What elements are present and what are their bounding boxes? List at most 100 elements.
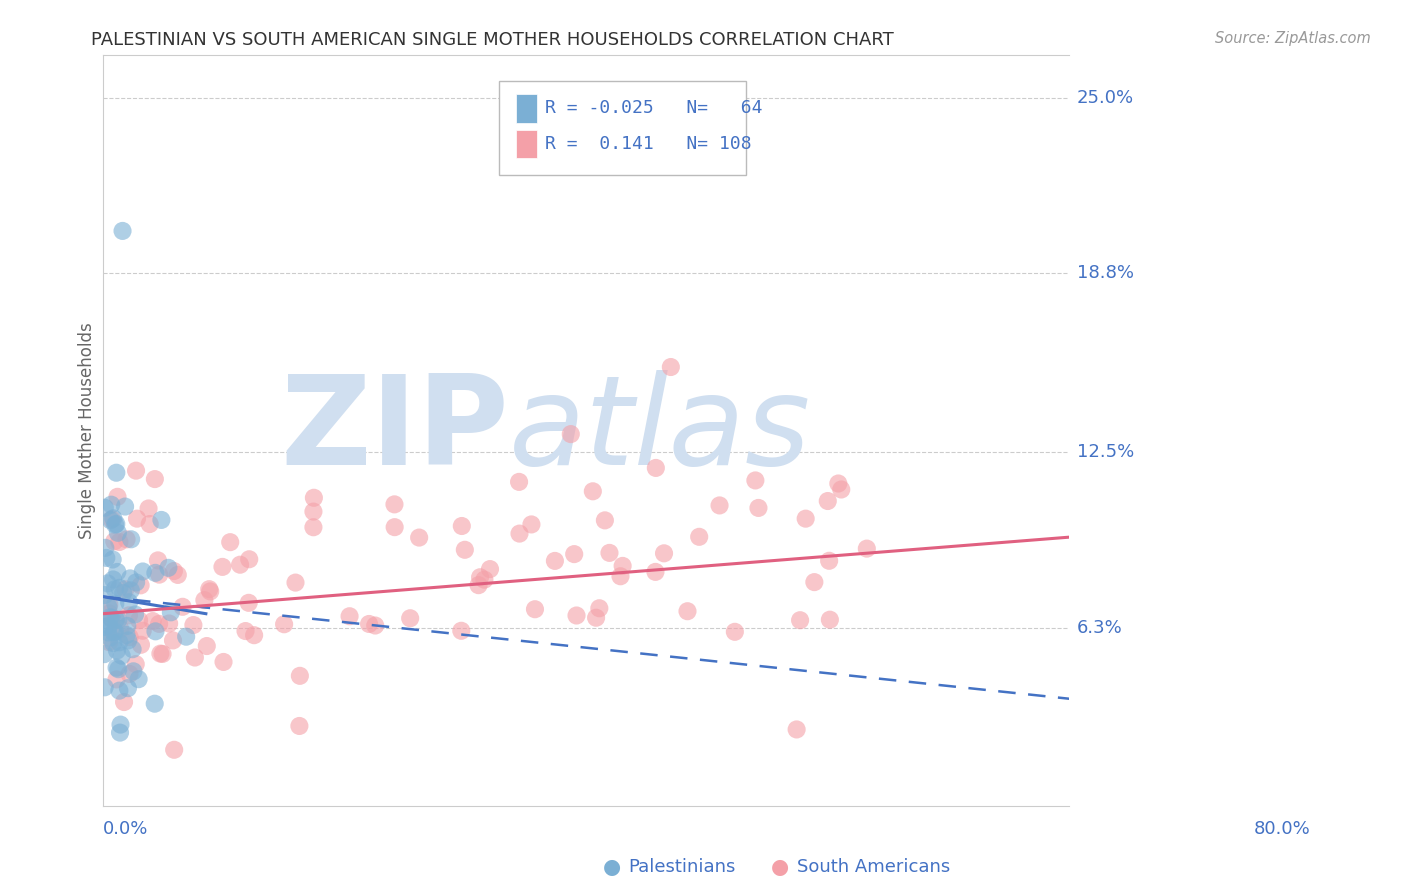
Point <box>96 550 118 565</box>
Point <box>97 599 120 614</box>
Point <box>339 609 361 624</box>
Point <box>157 616 180 631</box>
Text: ●: ● <box>772 857 789 877</box>
Point <box>118 595 141 609</box>
Point <box>384 520 406 534</box>
Point <box>166 568 188 582</box>
Point <box>302 505 325 519</box>
Point <box>786 723 808 737</box>
Point <box>827 476 849 491</box>
Text: 80.0%: 80.0% <box>1254 820 1310 838</box>
Point <box>789 613 811 627</box>
Point <box>108 725 131 739</box>
Text: 25.0%: 25.0% <box>1077 88 1135 107</box>
Point <box>111 648 134 663</box>
Point <box>98 607 121 621</box>
Point <box>93 588 115 602</box>
Text: ●: ● <box>603 857 620 877</box>
Point <box>142 614 165 628</box>
Point <box>612 558 634 573</box>
Point <box>212 655 235 669</box>
Point <box>585 611 607 625</box>
Point <box>688 530 710 544</box>
Point <box>112 695 135 709</box>
Point <box>163 743 186 757</box>
Point <box>152 647 174 661</box>
Point <box>818 554 841 568</box>
Point <box>117 681 139 695</box>
Point <box>93 620 115 634</box>
Point <box>288 719 311 733</box>
Point <box>93 681 115 695</box>
Point <box>117 619 139 633</box>
Point <box>817 494 839 508</box>
Text: 12.5%: 12.5% <box>1077 443 1135 461</box>
Point <box>98 635 121 649</box>
Point <box>110 622 132 636</box>
Point <box>107 662 129 676</box>
Point <box>172 599 194 614</box>
Point <box>105 466 128 480</box>
Point <box>104 597 127 611</box>
Point <box>364 618 387 632</box>
Text: 0.0%: 0.0% <box>103 820 149 838</box>
Point <box>709 499 731 513</box>
Point <box>118 667 141 681</box>
Point <box>98 631 121 645</box>
Point <box>183 618 205 632</box>
Point <box>200 584 222 599</box>
Point <box>120 533 142 547</box>
Point <box>108 635 131 649</box>
Point <box>94 541 117 555</box>
Point <box>104 624 127 639</box>
Point <box>162 633 184 648</box>
Point <box>794 511 817 525</box>
Point <box>830 483 852 497</box>
Point <box>659 359 682 374</box>
Point <box>96 576 118 591</box>
Point <box>108 581 131 595</box>
Point <box>467 578 489 592</box>
Point <box>198 582 221 597</box>
Point <box>238 552 260 566</box>
Point <box>856 541 879 556</box>
Point <box>184 650 207 665</box>
Point <box>145 624 167 639</box>
Point <box>100 498 122 512</box>
Point <box>302 520 325 534</box>
Point <box>100 611 122 625</box>
Point <box>97 625 120 640</box>
Point <box>474 573 496 587</box>
Point <box>450 624 472 638</box>
Point <box>104 517 127 532</box>
Point <box>108 535 131 549</box>
Point <box>125 575 148 590</box>
Point <box>104 613 127 627</box>
Point <box>219 535 242 549</box>
Point <box>676 604 699 618</box>
Point <box>235 624 257 638</box>
Point <box>523 602 546 616</box>
Point <box>108 683 131 698</box>
Point <box>122 665 145 679</box>
Point <box>124 607 146 622</box>
Point <box>120 583 142 598</box>
Point <box>131 624 153 638</box>
Point <box>103 511 125 525</box>
Point <box>408 531 430 545</box>
Point <box>105 516 128 531</box>
Point <box>143 566 166 580</box>
Point <box>273 617 295 632</box>
Point <box>357 617 380 632</box>
Point <box>98 598 121 612</box>
Text: Palestinians: Palestinians <box>628 858 735 876</box>
Point <box>724 624 747 639</box>
FancyBboxPatch shape <box>499 81 745 176</box>
Point <box>148 567 170 582</box>
Text: 18.8%: 18.8% <box>1077 264 1135 283</box>
Point <box>450 519 472 533</box>
Point <box>593 513 616 527</box>
Text: South Americans: South Americans <box>797 858 950 876</box>
Point <box>117 633 139 648</box>
Point <box>101 512 124 526</box>
